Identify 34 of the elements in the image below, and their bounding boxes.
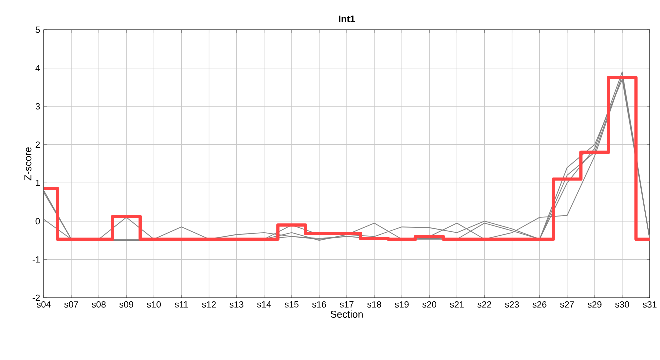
x-tick-label: s17 bbox=[340, 302, 354, 308]
y-tick-label: 5 bbox=[36, 26, 40, 34]
x-tick-label: s12 bbox=[202, 302, 216, 308]
chart-title: Int1 bbox=[339, 16, 356, 22]
x-tick-label: s19 bbox=[395, 302, 409, 308]
x-tick-label: s20 bbox=[422, 302, 437, 308]
x-tick-label: s04 bbox=[37, 302, 51, 308]
x-tick-label: s07 bbox=[64, 302, 78, 308]
x-tick-label: s31 bbox=[643, 302, 657, 308]
x-tick-label: s16 bbox=[312, 302, 326, 308]
y-tick-label: 0 bbox=[36, 218, 40, 225]
x-tick-label: s14 bbox=[257, 302, 272, 308]
x-tick-label: s09 bbox=[120, 302, 134, 308]
x-axis-title: Section bbox=[330, 310, 363, 318]
y-tick-label: -2 bbox=[32, 294, 40, 302]
x-tick-label: s18 bbox=[368, 302, 382, 308]
x-tick-label: s26 bbox=[532, 302, 547, 308]
x-tick-label: s22 bbox=[478, 302, 492, 308]
x-tick-label: s27 bbox=[560, 302, 574, 308]
x-tick-label: s11 bbox=[175, 302, 188, 308]
y-tick-label: -1 bbox=[32, 256, 40, 263]
y-tick-label: 4 bbox=[36, 65, 40, 72]
y-tick-label: 2 bbox=[36, 142, 40, 148]
x-tick-label: s10 bbox=[147, 302, 162, 308]
y-tick-label: 1 bbox=[36, 180, 40, 186]
y-tick-label: 3 bbox=[36, 103, 40, 110]
x-tick-label: s23 bbox=[505, 302, 520, 308]
x-tick-label: s15 bbox=[284, 302, 299, 308]
x-tick-label: s30 bbox=[615, 302, 630, 308]
x-tick-label: s21 bbox=[450, 302, 464, 308]
x-tick-label: s08 bbox=[92, 302, 106, 308]
x-tick-label: s13 bbox=[230, 302, 244, 308]
x-tick-label: s29 bbox=[588, 302, 602, 308]
y-axis-title: Z-score bbox=[24, 148, 32, 181]
